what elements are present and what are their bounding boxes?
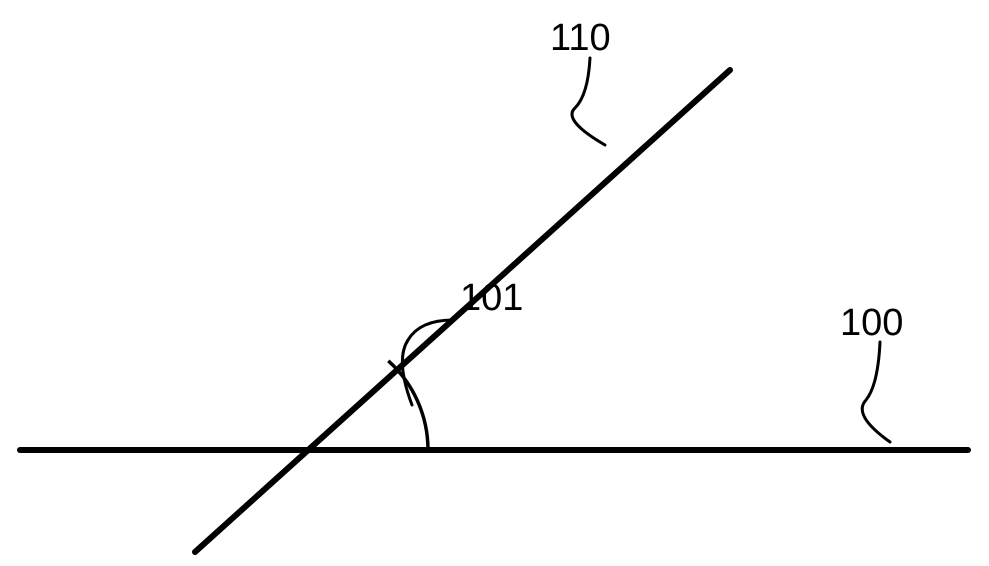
angle-diagram: 110 101 100 — [0, 0, 989, 566]
callout-100-icon — [862, 342, 890, 442]
label-101: 101 — [460, 277, 523, 319]
callout-110-icon — [572, 58, 605, 145]
label-100: 100 — [840, 302, 903, 344]
label-110: 110 — [550, 17, 611, 59]
callout-101-icon — [402, 320, 453, 405]
